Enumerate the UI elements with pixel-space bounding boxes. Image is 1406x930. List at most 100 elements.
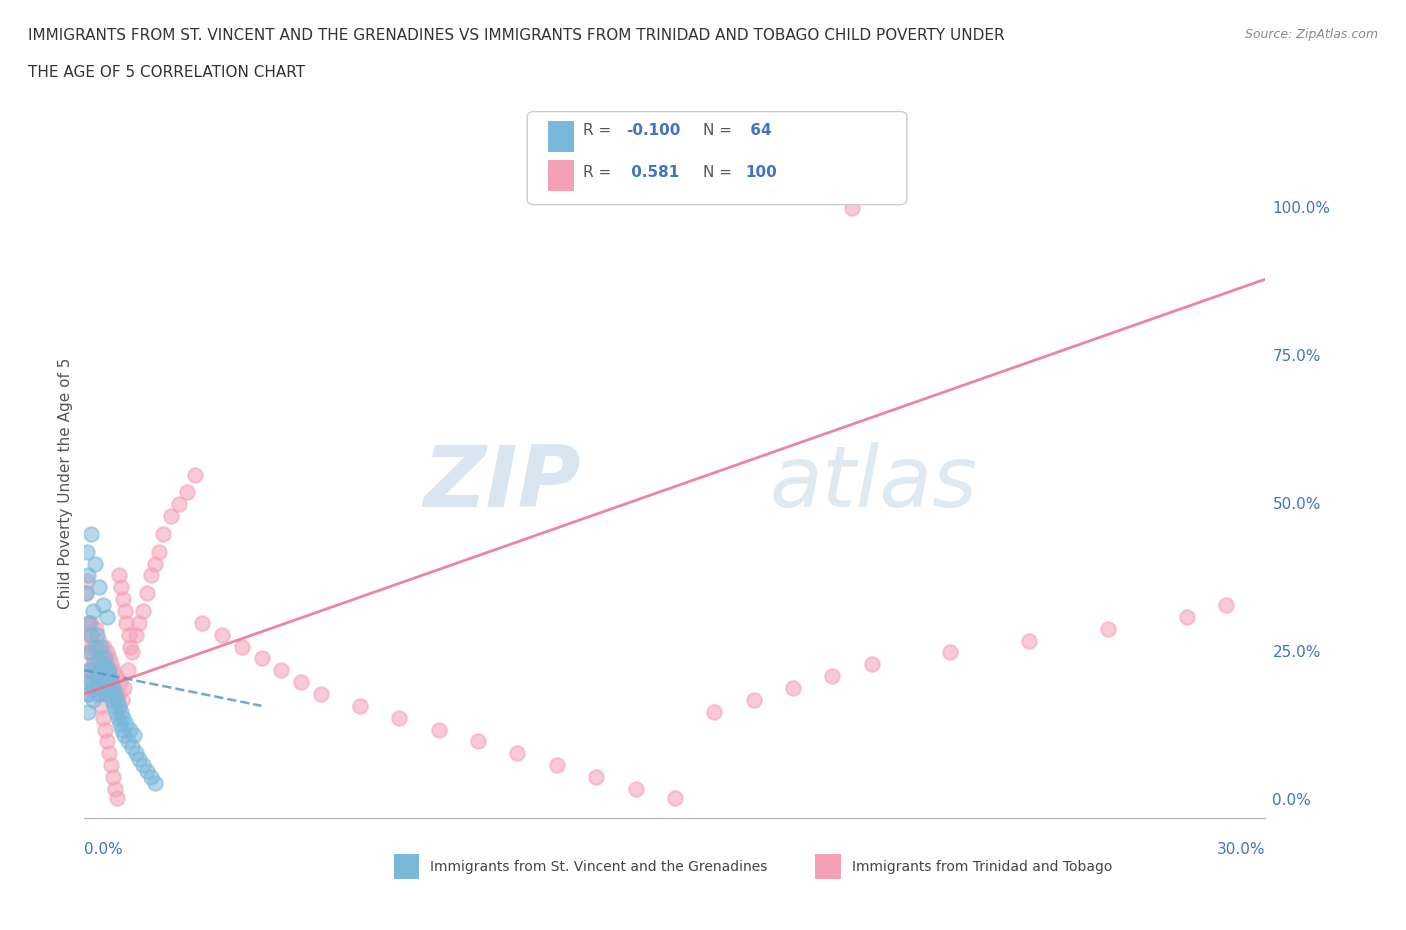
Text: 50.0%: 50.0% bbox=[1272, 497, 1320, 512]
Point bbox=[79, 616, 101, 631]
Point bbox=[89, 633, 111, 648]
Point bbox=[91, 598, 114, 613]
Point bbox=[82, 674, 104, 689]
Point bbox=[103, 698, 125, 713]
Point bbox=[86, 657, 108, 671]
Point bbox=[107, 686, 129, 701]
Point bbox=[110, 704, 132, 719]
Point bbox=[97, 663, 120, 678]
Point bbox=[84, 621, 107, 636]
Point bbox=[860, 657, 883, 671]
Point bbox=[101, 681, 124, 696]
Point bbox=[77, 663, 100, 678]
Point bbox=[128, 751, 150, 766]
Point bbox=[77, 616, 100, 631]
Point bbox=[94, 674, 117, 689]
Y-axis label: Child Poverty Under the Age of 5: Child Poverty Under the Age of 5 bbox=[58, 358, 73, 609]
Point bbox=[90, 639, 112, 654]
Point bbox=[290, 674, 312, 689]
Point bbox=[108, 698, 131, 713]
Point bbox=[128, 616, 150, 631]
Point bbox=[97, 651, 120, 666]
Point bbox=[120, 639, 142, 654]
Point bbox=[117, 663, 139, 678]
Point bbox=[82, 651, 104, 666]
Point bbox=[76, 544, 98, 559]
Point bbox=[97, 669, 120, 684]
Point bbox=[86, 669, 108, 684]
Point bbox=[79, 645, 101, 660]
Point bbox=[703, 704, 725, 719]
Point bbox=[152, 526, 174, 541]
Point bbox=[82, 693, 104, 708]
Point bbox=[160, 509, 183, 524]
Text: IMMIGRANTS FROM ST. VINCENT AND THE GRENADINES VS IMMIGRANTS FROM TRINIDAD AND T: IMMIGRANTS FROM ST. VINCENT AND THE GREN… bbox=[28, 28, 1005, 43]
Point bbox=[112, 681, 135, 696]
Point bbox=[94, 657, 117, 671]
Point bbox=[167, 497, 190, 512]
Point bbox=[782, 681, 804, 696]
Point bbox=[114, 716, 136, 731]
Point bbox=[84, 556, 107, 571]
Point bbox=[111, 693, 134, 708]
Point bbox=[76, 704, 98, 719]
Point bbox=[107, 711, 129, 725]
Point bbox=[91, 669, 114, 684]
Text: N =: N = bbox=[703, 165, 737, 179]
Point bbox=[87, 674, 110, 689]
Text: 100.0%: 100.0% bbox=[1272, 201, 1330, 216]
Point bbox=[107, 568, 129, 583]
Point bbox=[75, 674, 97, 689]
Point bbox=[94, 674, 117, 689]
Point bbox=[115, 616, 138, 631]
Text: Immigrants from St. Vincent and the Grenadines: Immigrants from St. Vincent and the Gren… bbox=[430, 859, 768, 874]
Point bbox=[94, 722, 117, 737]
Point bbox=[75, 586, 97, 601]
Point bbox=[87, 686, 110, 701]
Point bbox=[110, 580, 132, 595]
Point bbox=[124, 746, 146, 761]
Point bbox=[82, 681, 104, 696]
Point bbox=[105, 790, 128, 805]
Text: THE AGE OF 5 CORRELATION CHART: THE AGE OF 5 CORRELATION CHART bbox=[28, 65, 305, 80]
Point bbox=[94, 686, 117, 701]
Point bbox=[124, 627, 146, 642]
Text: Source: ZipAtlas.com: Source: ZipAtlas.com bbox=[1244, 28, 1378, 41]
Point bbox=[103, 681, 125, 696]
Point bbox=[96, 734, 118, 749]
Point bbox=[117, 734, 139, 749]
Point bbox=[1018, 633, 1040, 648]
Point bbox=[91, 651, 114, 666]
Point bbox=[97, 681, 120, 696]
Point bbox=[101, 674, 124, 689]
Point bbox=[83, 657, 105, 671]
Point bbox=[77, 686, 100, 701]
Text: R =: R = bbox=[583, 165, 617, 179]
Point bbox=[90, 663, 112, 678]
Text: 75.0%: 75.0% bbox=[1272, 349, 1320, 364]
Point bbox=[90, 698, 112, 713]
Text: 0.581: 0.581 bbox=[626, 165, 679, 179]
Point bbox=[101, 769, 124, 784]
Point bbox=[89, 651, 111, 666]
Point bbox=[211, 627, 233, 642]
Point bbox=[585, 769, 607, 784]
Point bbox=[87, 580, 110, 595]
Point bbox=[349, 698, 371, 713]
Point bbox=[83, 639, 105, 654]
Point bbox=[75, 586, 97, 601]
Point bbox=[82, 604, 104, 618]
Point bbox=[122, 728, 145, 743]
Text: 30.0%: 30.0% bbox=[1218, 842, 1265, 857]
Point bbox=[89, 674, 111, 689]
Point bbox=[111, 711, 134, 725]
Point bbox=[136, 764, 159, 778]
Point bbox=[96, 663, 118, 678]
Point bbox=[84, 669, 107, 684]
Point bbox=[77, 645, 100, 660]
Point bbox=[84, 639, 107, 654]
Point bbox=[136, 586, 159, 601]
Text: Immigrants from Trinidad and Tobago: Immigrants from Trinidad and Tobago bbox=[852, 859, 1112, 874]
Point bbox=[91, 669, 114, 684]
Text: -0.100: -0.100 bbox=[626, 123, 681, 138]
